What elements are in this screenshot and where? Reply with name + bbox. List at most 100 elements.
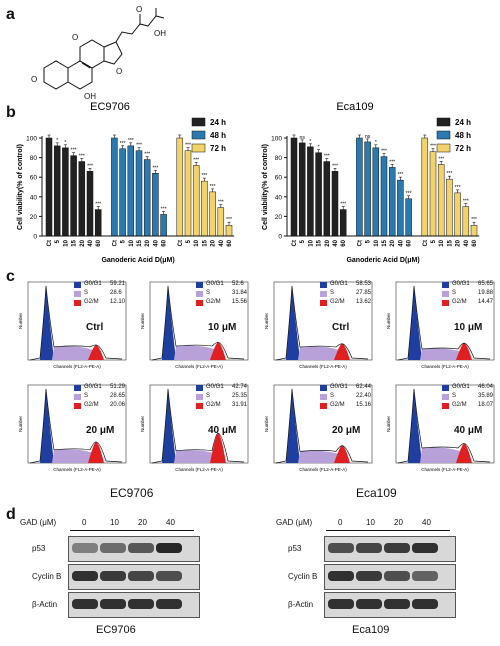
phase-legend-row: S 19.88 [442, 289, 493, 298]
y-tick-label: 40 [275, 194, 283, 201]
g1-peak [162, 388, 176, 463]
phase-swatch [196, 290, 203, 297]
chemical-structure: O O O OH OH O [31, 6, 166, 101]
bar [192, 165, 200, 237]
bar [446, 178, 453, 237]
y-tick-label: 0 [33, 234, 37, 241]
phase-value: 35.89 [478, 393, 494, 399]
s-phase [298, 346, 338, 360]
atom-label: O [31, 75, 37, 84]
bar [315, 152, 322, 237]
atom-label: O [116, 67, 122, 76]
s-phase [52, 346, 92, 360]
bar [364, 141, 371, 237]
phase-legend: G0/G1 58.53 S 27.85 G2/M 13.62 [320, 280, 371, 307]
flow-y-label: Number [18, 416, 23, 433]
phase-label: G2/M [206, 402, 221, 408]
g2m-peak [334, 343, 350, 360]
histogram-outline [275, 285, 369, 361]
histogram-outline [275, 388, 369, 464]
x-tick-label: 40 [464, 239, 470, 246]
x-axis-label: Ganoderic Acid D(μM) [346, 257, 419, 264]
significance-label: * [318, 145, 320, 151]
phase-legend-row: G0/G1 58.53 [320, 280, 371, 289]
panel-letter-c: c [6, 268, 15, 285]
blot-band [100, 571, 126, 581]
blot-band [100, 599, 126, 609]
phase-value: 22.40 [356, 393, 372, 399]
phase-label: G2/M [206, 299, 221, 305]
legend-label: 72 h [455, 144, 471, 153]
g1-peak [40, 388, 54, 463]
phase-legend-row: G2/M 13.62 [320, 298, 371, 307]
phase-legend: G0/G1 42.74 S 25.35 G2/M 31.91 [196, 383, 247, 410]
flow-y-label: Number [140, 416, 145, 433]
bar [331, 171, 339, 237]
flow-histogram: Number Channels (FL2-A-PE-A) [264, 384, 373, 472]
flow-y-label: Number [386, 313, 391, 330]
significance-label: *** [136, 143, 142, 149]
condition-label: 10 μM [208, 322, 237, 333]
y-tick-label: 80 [275, 155, 283, 162]
phase-label: S [330, 290, 335, 296]
phase-swatch [74, 393, 81, 400]
x-tick-label: 20 [145, 239, 151, 246]
atom-label: O [136, 6, 142, 14]
legend-label: 48 h [210, 131, 226, 140]
dose-label: 20 [138, 518, 147, 527]
histogram-outline [397, 285, 491, 361]
panel-letter-d: d [6, 506, 16, 523]
legend-label: 24 h [210, 118, 226, 127]
bar [201, 180, 208, 237]
y-tick-label: 0 [278, 234, 282, 241]
phase-legend-row: G0/G1 59.21 [74, 280, 125, 289]
phase-value: 42.74 [232, 384, 248, 390]
flow-x-label: Channels (FL2-A-PE-A) [53, 467, 101, 472]
g1-peak [408, 388, 422, 463]
protein-label: p53 [288, 544, 302, 553]
histogram-outline [151, 388, 245, 464]
phase-label: G2/M [452, 402, 467, 408]
bar [53, 145, 61, 237]
phase-value: 19.88 [478, 290, 494, 296]
phase-swatch [320, 290, 327, 297]
x-tick-label: Ct [357, 240, 363, 246]
blot-band [328, 599, 354, 609]
x-tick-label: 20 [456, 239, 462, 246]
dose-label: 40 [422, 518, 431, 527]
dose-label: 10 [110, 518, 119, 527]
phase-value: 58.53 [356, 281, 372, 287]
blot-band [100, 543, 126, 553]
gad-label: GAD (μM) [276, 518, 313, 527]
phase-value: 12.10 [110, 299, 126, 305]
g2m-peak [210, 342, 226, 360]
x-tick-label: 15 [72, 239, 78, 246]
x-tick-label: 5 [300, 239, 306, 243]
x-tick-label: Ct [292, 240, 298, 246]
flow-y-label: Number [264, 416, 269, 433]
bar [397, 179, 404, 237]
bar [119, 148, 126, 237]
phase-swatch [442, 281, 449, 288]
phase-legend-row: S 28.6 [74, 289, 125, 298]
flow-x-label: Channels (FL2-A-PE-A) [175, 467, 223, 472]
phase-swatch [74, 299, 81, 306]
phase-label: G2/M [330, 299, 345, 305]
significance-label: *** [185, 143, 191, 149]
significance-label: *** [463, 199, 469, 205]
flow-cell-line-caption: EC9706 [110, 486, 154, 500]
x-tick-label: 60 [162, 239, 168, 246]
flow-cytometry-panel: Number Channels (FL2-A-PE-A) G0/G1 59.21 S 28… [14, 276, 498, 501]
flow-x-label: Channels (FL2-A-PE-A) [421, 467, 469, 472]
panel-letter-a: a [6, 6, 15, 23]
phase-legend-row: G2/M 14.47 [442, 298, 493, 307]
blot-cell-line-caption: Eca109 [352, 624, 390, 636]
phase-value: 31.84 [232, 290, 248, 296]
phase-legend: G0/G1 65.65 S 19.88 G2/M 14.47 [442, 280, 493, 307]
blot-band [356, 571, 382, 581]
phase-swatch [74, 384, 81, 391]
protein-label: β-Actin [288, 600, 314, 609]
x-tick-label: 40 [153, 239, 159, 246]
bar [70, 155, 77, 237]
